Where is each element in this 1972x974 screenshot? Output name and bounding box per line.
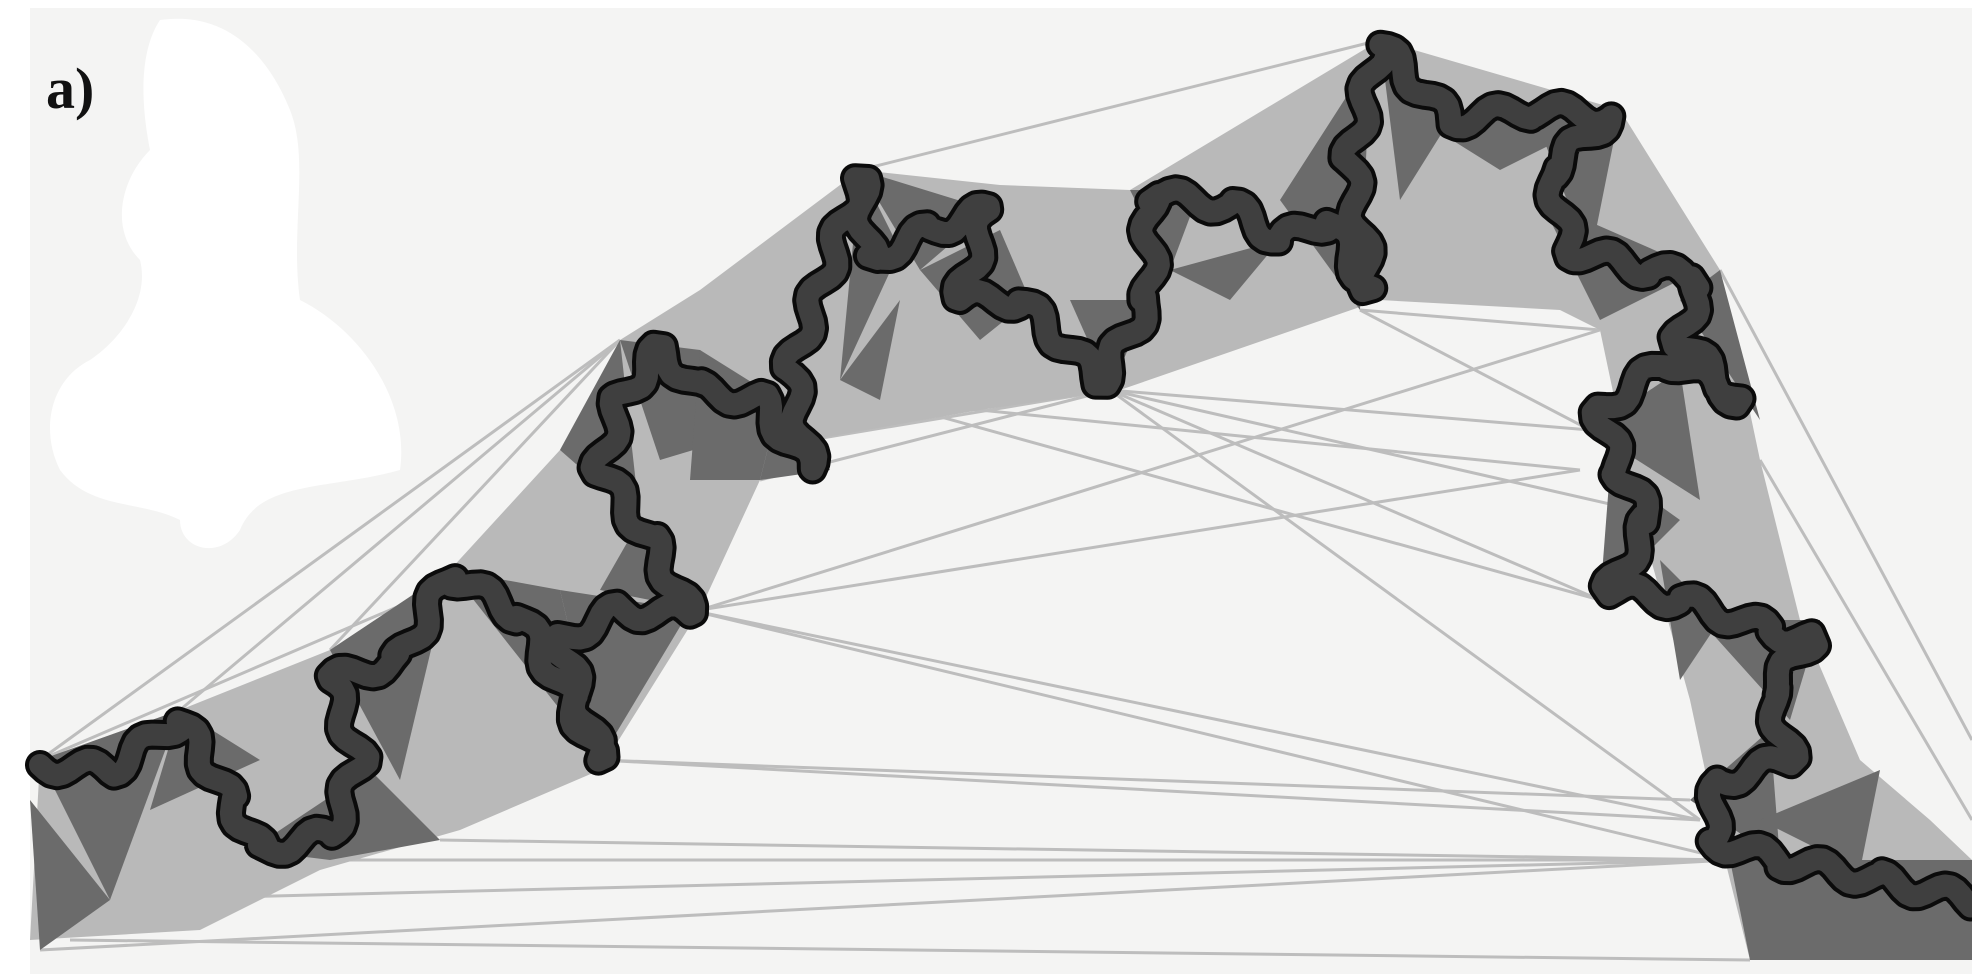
triangulation-edge — [328, 338, 622, 652]
wiggly-polymer-curve — [25, 29, 1972, 922]
triangulation-edge — [439, 838, 1731, 862]
triangulation-edges — [39, 38, 1972, 962]
triangulation-edge — [879, 398, 1601, 602]
triangulation-edge — [599, 758, 1691, 802]
triangulation-edge — [1758, 459, 1972, 821]
triangulation-edge — [1359, 308, 1591, 432]
triangulation-edge — [879, 398, 1581, 472]
triangulation-edge — [179, 338, 621, 712]
triangulation-edge — [699, 328, 1601, 612]
triangulation-edge — [39, 338, 621, 762]
triangulation-edge — [689, 608, 1731, 862]
triangulation-edge — [39, 858, 1731, 952]
triangulation-edge — [699, 468, 1581, 612]
triangulation-edge — [1109, 388, 1701, 822]
triangulation-edge — [859, 38, 1381, 172]
triangulation-edge — [1109, 388, 1681, 522]
panel-label: a) — [46, 56, 94, 121]
triangulation-edge — [1359, 308, 1601, 332]
triangulation-edge — [1718, 269, 1972, 741]
white-cutout-blob — [50, 18, 402, 549]
triangulation-edge — [1109, 388, 1601, 602]
triangulation-edge — [689, 608, 1701, 822]
triangulation-edge — [69, 938, 1751, 962]
curve-fill — [29, 33, 1972, 918]
triangulation-edge — [109, 858, 1731, 902]
hull-band — [30, 40, 1972, 960]
triangulation-edge — [1109, 388, 1591, 432]
